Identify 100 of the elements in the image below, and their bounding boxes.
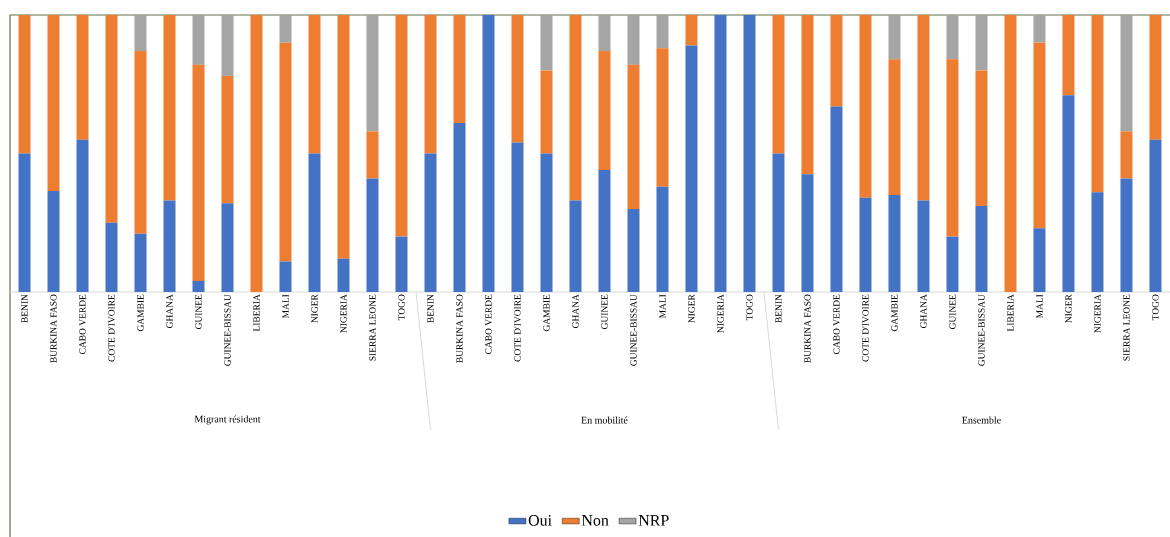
bar xyxy=(975,70,988,207)
bar xyxy=(975,14,988,71)
x-tick-label: SIERRA LEONE xyxy=(369,294,376,361)
x-tick-label: TOGO xyxy=(746,294,753,321)
x-tick-label: COTE D'IVOIRE xyxy=(514,294,521,362)
bar xyxy=(192,64,205,281)
bar xyxy=(743,14,756,292)
bar xyxy=(47,14,60,191)
bar xyxy=(656,48,669,187)
x-tick-label: GAMBIE xyxy=(137,294,144,332)
bar xyxy=(1062,14,1075,96)
bar xyxy=(1033,228,1046,292)
bar xyxy=(598,14,611,51)
legend-label: NRP xyxy=(638,515,669,526)
x-tick-label: BENIN xyxy=(775,294,782,323)
bar xyxy=(917,14,930,201)
x-tick-label: NIGERIA xyxy=(717,294,724,333)
x-tick-label: NIGER xyxy=(688,294,695,323)
text: Migrant résident xyxy=(194,415,261,425)
bar xyxy=(975,206,988,292)
bar xyxy=(569,14,582,201)
x-tick-label: GHANA xyxy=(572,294,579,328)
x-tick-label: BURKINA FASO xyxy=(456,294,463,363)
bar xyxy=(221,14,234,76)
bar xyxy=(714,14,727,292)
bar xyxy=(685,45,698,292)
bar xyxy=(569,200,582,292)
bar xyxy=(627,208,640,292)
bar xyxy=(1062,95,1075,292)
bar xyxy=(192,280,205,292)
bar xyxy=(337,258,350,292)
bar xyxy=(395,236,408,292)
bar xyxy=(772,153,785,292)
bar xyxy=(424,14,437,154)
x-tick-label: BENIN xyxy=(21,294,28,323)
bar xyxy=(366,131,379,179)
x-tick-label: CABO VERDE xyxy=(79,294,86,354)
x-tick-label: BURKINA FASO xyxy=(50,294,57,363)
x-tick-label: MALI xyxy=(1036,294,1043,319)
bar xyxy=(859,197,872,292)
bar xyxy=(511,14,524,143)
bar xyxy=(627,14,640,65)
bar xyxy=(1091,192,1104,292)
bar xyxy=(366,14,379,132)
bar xyxy=(917,200,930,292)
bar xyxy=(888,59,901,196)
x-tick-label: GAMBIE xyxy=(543,294,550,332)
bar xyxy=(221,203,234,292)
legend-label: Oui xyxy=(528,515,552,526)
bar xyxy=(1091,14,1104,193)
bar xyxy=(18,14,31,154)
bar xyxy=(1033,14,1046,43)
bar xyxy=(656,14,669,49)
bar xyxy=(18,153,31,292)
bar xyxy=(105,222,118,292)
bar xyxy=(888,195,901,292)
x-tick-label: GUINEE xyxy=(949,294,956,330)
bar xyxy=(627,64,640,209)
bar xyxy=(1120,131,1133,179)
x-tick-label: NIGER xyxy=(1065,294,1072,323)
bar xyxy=(1033,42,1046,229)
bar xyxy=(453,14,466,124)
x-tick-label: COTE D'IVOIRE xyxy=(862,294,869,362)
x-tick-label: TOGO xyxy=(398,294,405,321)
bar xyxy=(946,14,959,60)
x-tick-label: NIGER xyxy=(311,294,318,323)
x-tick-label: LIBERIA xyxy=(253,294,260,332)
bar xyxy=(830,14,843,107)
bar xyxy=(76,139,89,292)
bar xyxy=(192,14,205,65)
text: Ensemble xyxy=(962,416,1001,424)
bar xyxy=(76,14,89,140)
x-tick-label: SIERRA LEONE xyxy=(1123,294,1130,361)
bar xyxy=(772,14,785,154)
x-tick-label: BENIN xyxy=(427,294,434,323)
bar xyxy=(163,200,176,292)
bar xyxy=(337,14,350,259)
x-tick-label: MALI xyxy=(659,294,666,319)
bar xyxy=(366,178,379,292)
bar xyxy=(1149,14,1162,140)
legend-label: Non xyxy=(581,515,609,526)
bar xyxy=(279,42,292,262)
x-tick-label: GHANA xyxy=(166,294,173,328)
x-tick-label: GUINEE xyxy=(601,294,608,330)
x-tick-label: NIGERIA xyxy=(340,294,347,333)
bar xyxy=(540,14,553,71)
bar xyxy=(279,261,292,292)
bar xyxy=(946,236,959,292)
bar xyxy=(134,51,147,234)
bar xyxy=(1004,14,1017,292)
bar xyxy=(685,14,698,46)
bar xyxy=(105,14,118,223)
bar xyxy=(482,14,495,292)
bar xyxy=(1149,139,1162,292)
x-tick-label: GUINEE-BISSAU xyxy=(630,294,637,366)
bar xyxy=(134,14,147,51)
bar xyxy=(598,170,611,292)
bar xyxy=(946,59,959,237)
bar xyxy=(888,14,901,60)
x-tick-label: NIGERIA xyxy=(1094,294,1101,333)
